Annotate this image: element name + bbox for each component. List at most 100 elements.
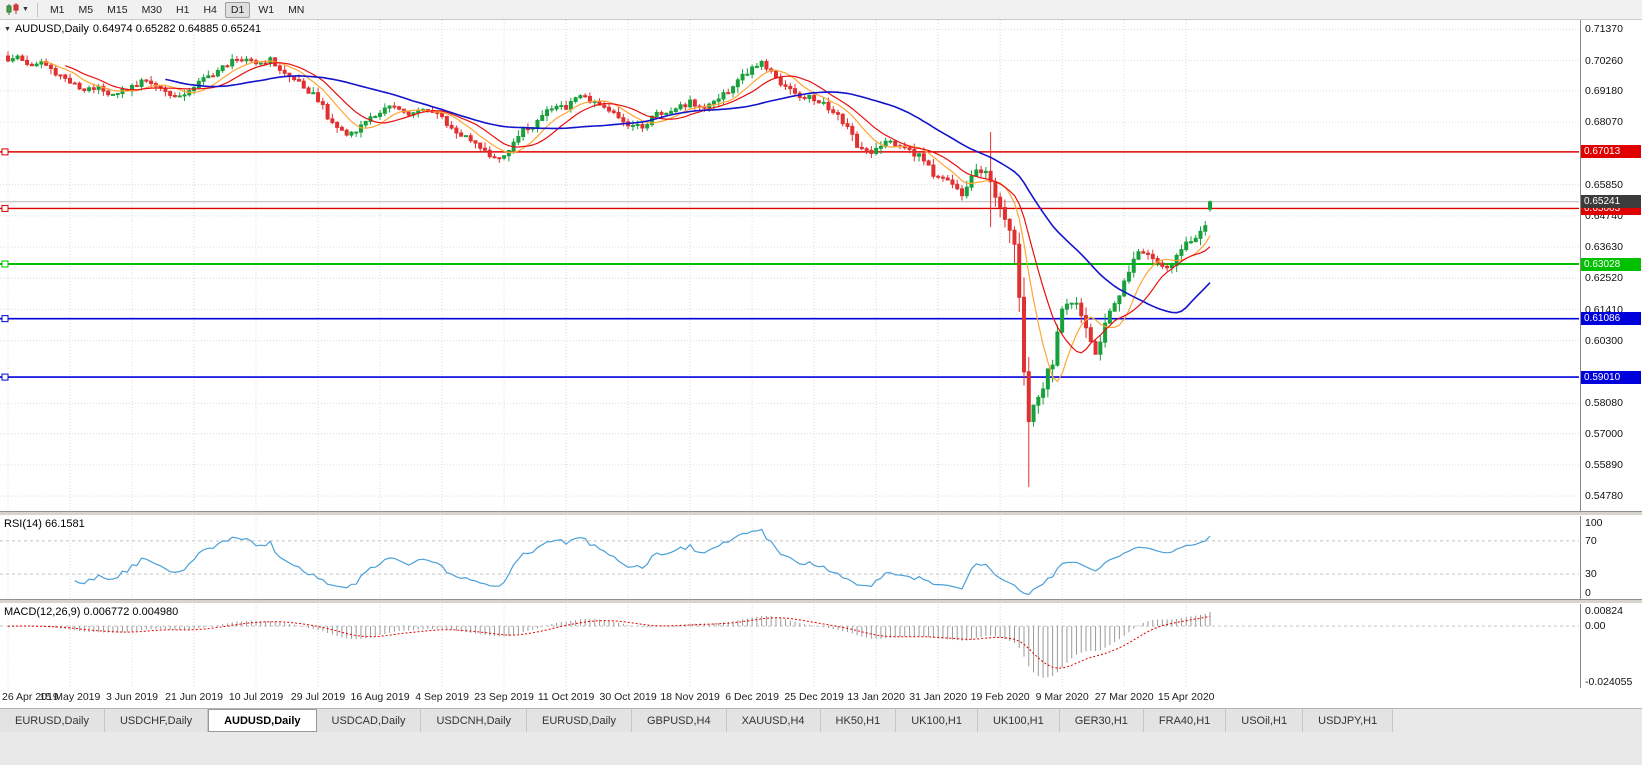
hline-handle[interactable]	[1, 315, 9, 323]
rsi-axis-label: 100	[1585, 517, 1603, 529]
moving-average-line[interactable]	[64, 62, 1211, 354]
toolbar-separator	[36, 2, 38, 17]
chart-ohlc-quotes: 0.64974 0.65282 0.64885 0.65241	[92, 23, 262, 35]
rsi-title: RSI(14) 66.1581	[4, 518, 85, 530]
date-axis-label: 26 Apr 2019	[2, 691, 59, 703]
price-axis-label: 0.71370	[1585, 23, 1623, 36]
timeframe-group: M1 M5 M15 M30 H1 H4 D1 W1 MN	[43, 0, 311, 19]
timeframe-button-mn[interactable]: MN	[288, 3, 305, 16]
macd-axis-label: -0.024055	[1585, 676, 1633, 688]
chart-tab-bar: EURUSD,Daily USDCHF,Daily AUDUSD,Daily USDC…	[0, 709, 1642, 732]
toolbar: ▼ M1 M5 M15 M30 H1 H4 D1 W1 MN	[0, 0, 1642, 20]
timeframe-button-d1[interactable]: D1	[224, 1, 251, 18]
price-chart-canvas[interactable]	[0, 20, 1580, 511]
timeframe-button-w1[interactable]: W1	[258, 3, 275, 16]
macd-title: MACD(12,26,9) 0.006772 0.004980	[4, 606, 178, 618]
price-level-badge: 0.67013	[1581, 145, 1641, 159]
macd-histogram	[12, 611, 1211, 678]
candlestick-chart-icon	[6, 3, 19, 15]
price-axis-label: 0.69180	[1585, 84, 1623, 97]
panel-divider[interactable]	[0, 599, 1642, 604]
candles-layer	[6, 51, 1213, 488]
macd-signal-line	[7, 615, 1211, 669]
price-axis-label: 0.54780	[1585, 490, 1623, 503]
date-axis-label: 10 Jul 2019	[228, 691, 284, 703]
chart-tab-gbpusd-h4[interactable]: GBPUSD,H4	[632, 709, 727, 732]
current-price-badge: 0.65241	[1581, 195, 1641, 209]
chart-tab-eurusd-daily[interactable]: EURUSD,Daily	[527, 709, 632, 732]
chart-tab-ger30-h1[interactable]: GER30,H1	[1059, 709, 1144, 732]
date-axis-label: 18 Nov 2019	[660, 691, 720, 703]
price-level-badge: 0.63028	[1581, 257, 1641, 271]
price-axis-label: 0.70260	[1585, 54, 1623, 67]
date-axis-label: 16 Aug 2019	[350, 691, 410, 703]
date-axis-label: 25 Dec 2019	[784, 691, 844, 703]
date-axis-label: 4 Sep 2019	[415, 691, 469, 703]
chart-title: ▼ AUDUSD,Daily 0.64974 0.65282 0.64885 0…	[4, 23, 261, 35]
macd-axis-label: 0.00	[1585, 620, 1606, 633]
chart-tab-usdjpy-h1[interactable]: USDJPY,H1	[1303, 709, 1394, 732]
quote-toggle-icon[interactable]: ▼	[4, 25, 11, 33]
hline-handle[interactable]	[1, 148, 9, 156]
chart-tab-xauusd-h4[interactable]: XAUUSD,H4	[726, 709, 821, 732]
date-axis-label: 9 Mar 2020	[1035, 691, 1089, 703]
timeframe-button-m5[interactable]: M5	[78, 3, 94, 16]
price-axis-label: 0.58080	[1585, 397, 1623, 410]
moving-average-line[interactable]	[41, 60, 1211, 383]
hline-handle[interactable]	[1, 260, 9, 268]
rsi-indicator-canvas[interactable]	[0, 516, 1580, 599]
date-axis-label: 19 Feb 2020	[970, 691, 1030, 703]
date-axis-label: 15 Apr 2020	[1157, 691, 1215, 703]
macd-axis-label: 0.00824	[1585, 605, 1623, 617]
date-axis-label: 13 Jan 2020	[847, 691, 906, 703]
chart-symbol-period: AUDUSD,Daily	[14, 23, 89, 35]
price-axis-label: 0.55890	[1585, 458, 1623, 471]
chart-tab-uk100-h1[interactable]: UK100,H1	[977, 709, 1060, 732]
rsi-axis-label: 0	[1585, 587, 1591, 599]
hline-handle[interactable]	[1, 373, 9, 381]
chart-type-button[interactable]: ▼	[3, 0, 32, 19]
rsi-axis-label: 70	[1585, 534, 1597, 547]
price-axis-label: 0.60300	[1585, 334, 1623, 347]
price-axis-label: 0.62520	[1585, 272, 1623, 285]
chart-tab-fra40-h1[interactable]: FRA40,H1	[1143, 709, 1227, 732]
date-axis-label: 21 Jun 2019	[165, 691, 223, 703]
price-axis-separator	[1580, 20, 1581, 688]
price-axis-label: 0.65850	[1585, 178, 1623, 191]
chart-tab-eurusd-daily[interactable]: EURUSD,Daily	[0, 709, 105, 732]
panel-divider[interactable]	[0, 511, 1642, 516]
timeframe-button-m1[interactable]: M1	[49, 3, 65, 16]
date-axis-label: 27 Mar 2020	[1094, 691, 1154, 703]
chart-tab-usdcad-daily[interactable]: USDCAD,Daily	[316, 709, 422, 732]
date-axis-label: 23 Sep 2019	[474, 691, 534, 703]
macd-indicator-canvas[interactable]	[0, 604, 1580, 688]
timeframe-button-m15[interactable]: M15	[107, 3, 128, 16]
chart-tab-audusd-daily[interactable]: AUDUSD,Daily	[208, 709, 317, 732]
macd-title-text: MACD(12,26,9) 0.006772 0.004980	[4, 606, 179, 618]
chart-tab-usdcnh-daily[interactable]: USDCNH,Daily	[421, 709, 528, 732]
rsi-axis-label: 30	[1585, 568, 1597, 581]
price-level-badge: 0.59010	[1581, 370, 1641, 384]
hline-handle[interactable]	[1, 204, 9, 212]
chart-tab-uk100-h1[interactable]: UK100,H1	[896, 709, 978, 732]
price-level-badge: 0.61086	[1581, 312, 1641, 326]
timeframe-button-h1[interactable]: H1	[176, 3, 190, 16]
timeframe-button-m30[interactable]: M30	[141, 3, 162, 16]
date-axis-label: 30 Oct 2019	[599, 691, 657, 703]
chart-tab-hk50-h1[interactable]: HK50,H1	[820, 709, 897, 732]
date-axis-label: 15 May 2019	[39, 691, 101, 703]
price-axis-label: 0.57000	[1585, 427, 1623, 440]
date-axis-label: 6 Dec 2019	[725, 691, 779, 703]
date-axis-label: 3 Jun 2019	[106, 691, 158, 703]
price-axis-label: 0.63630	[1585, 241, 1623, 254]
moving-average-line[interactable]	[165, 74, 1211, 314]
timeframe-button-h4[interactable]: H4	[203, 3, 217, 16]
rsi-line	[74, 528, 1211, 596]
date-axis-label: 11 Oct 2019	[537, 691, 595, 703]
chevron-down-icon: ▼	[22, 6, 29, 13]
date-axis-label: 31 Jan 2020	[909, 691, 968, 703]
chart-tab-usoil-h1[interactable]: USOil,H1	[1226, 709, 1304, 732]
chart-tab-usdchf-daily[interactable]: USDCHF,Daily	[104, 709, 209, 732]
price-axis-label: 0.68070	[1585, 116, 1623, 129]
